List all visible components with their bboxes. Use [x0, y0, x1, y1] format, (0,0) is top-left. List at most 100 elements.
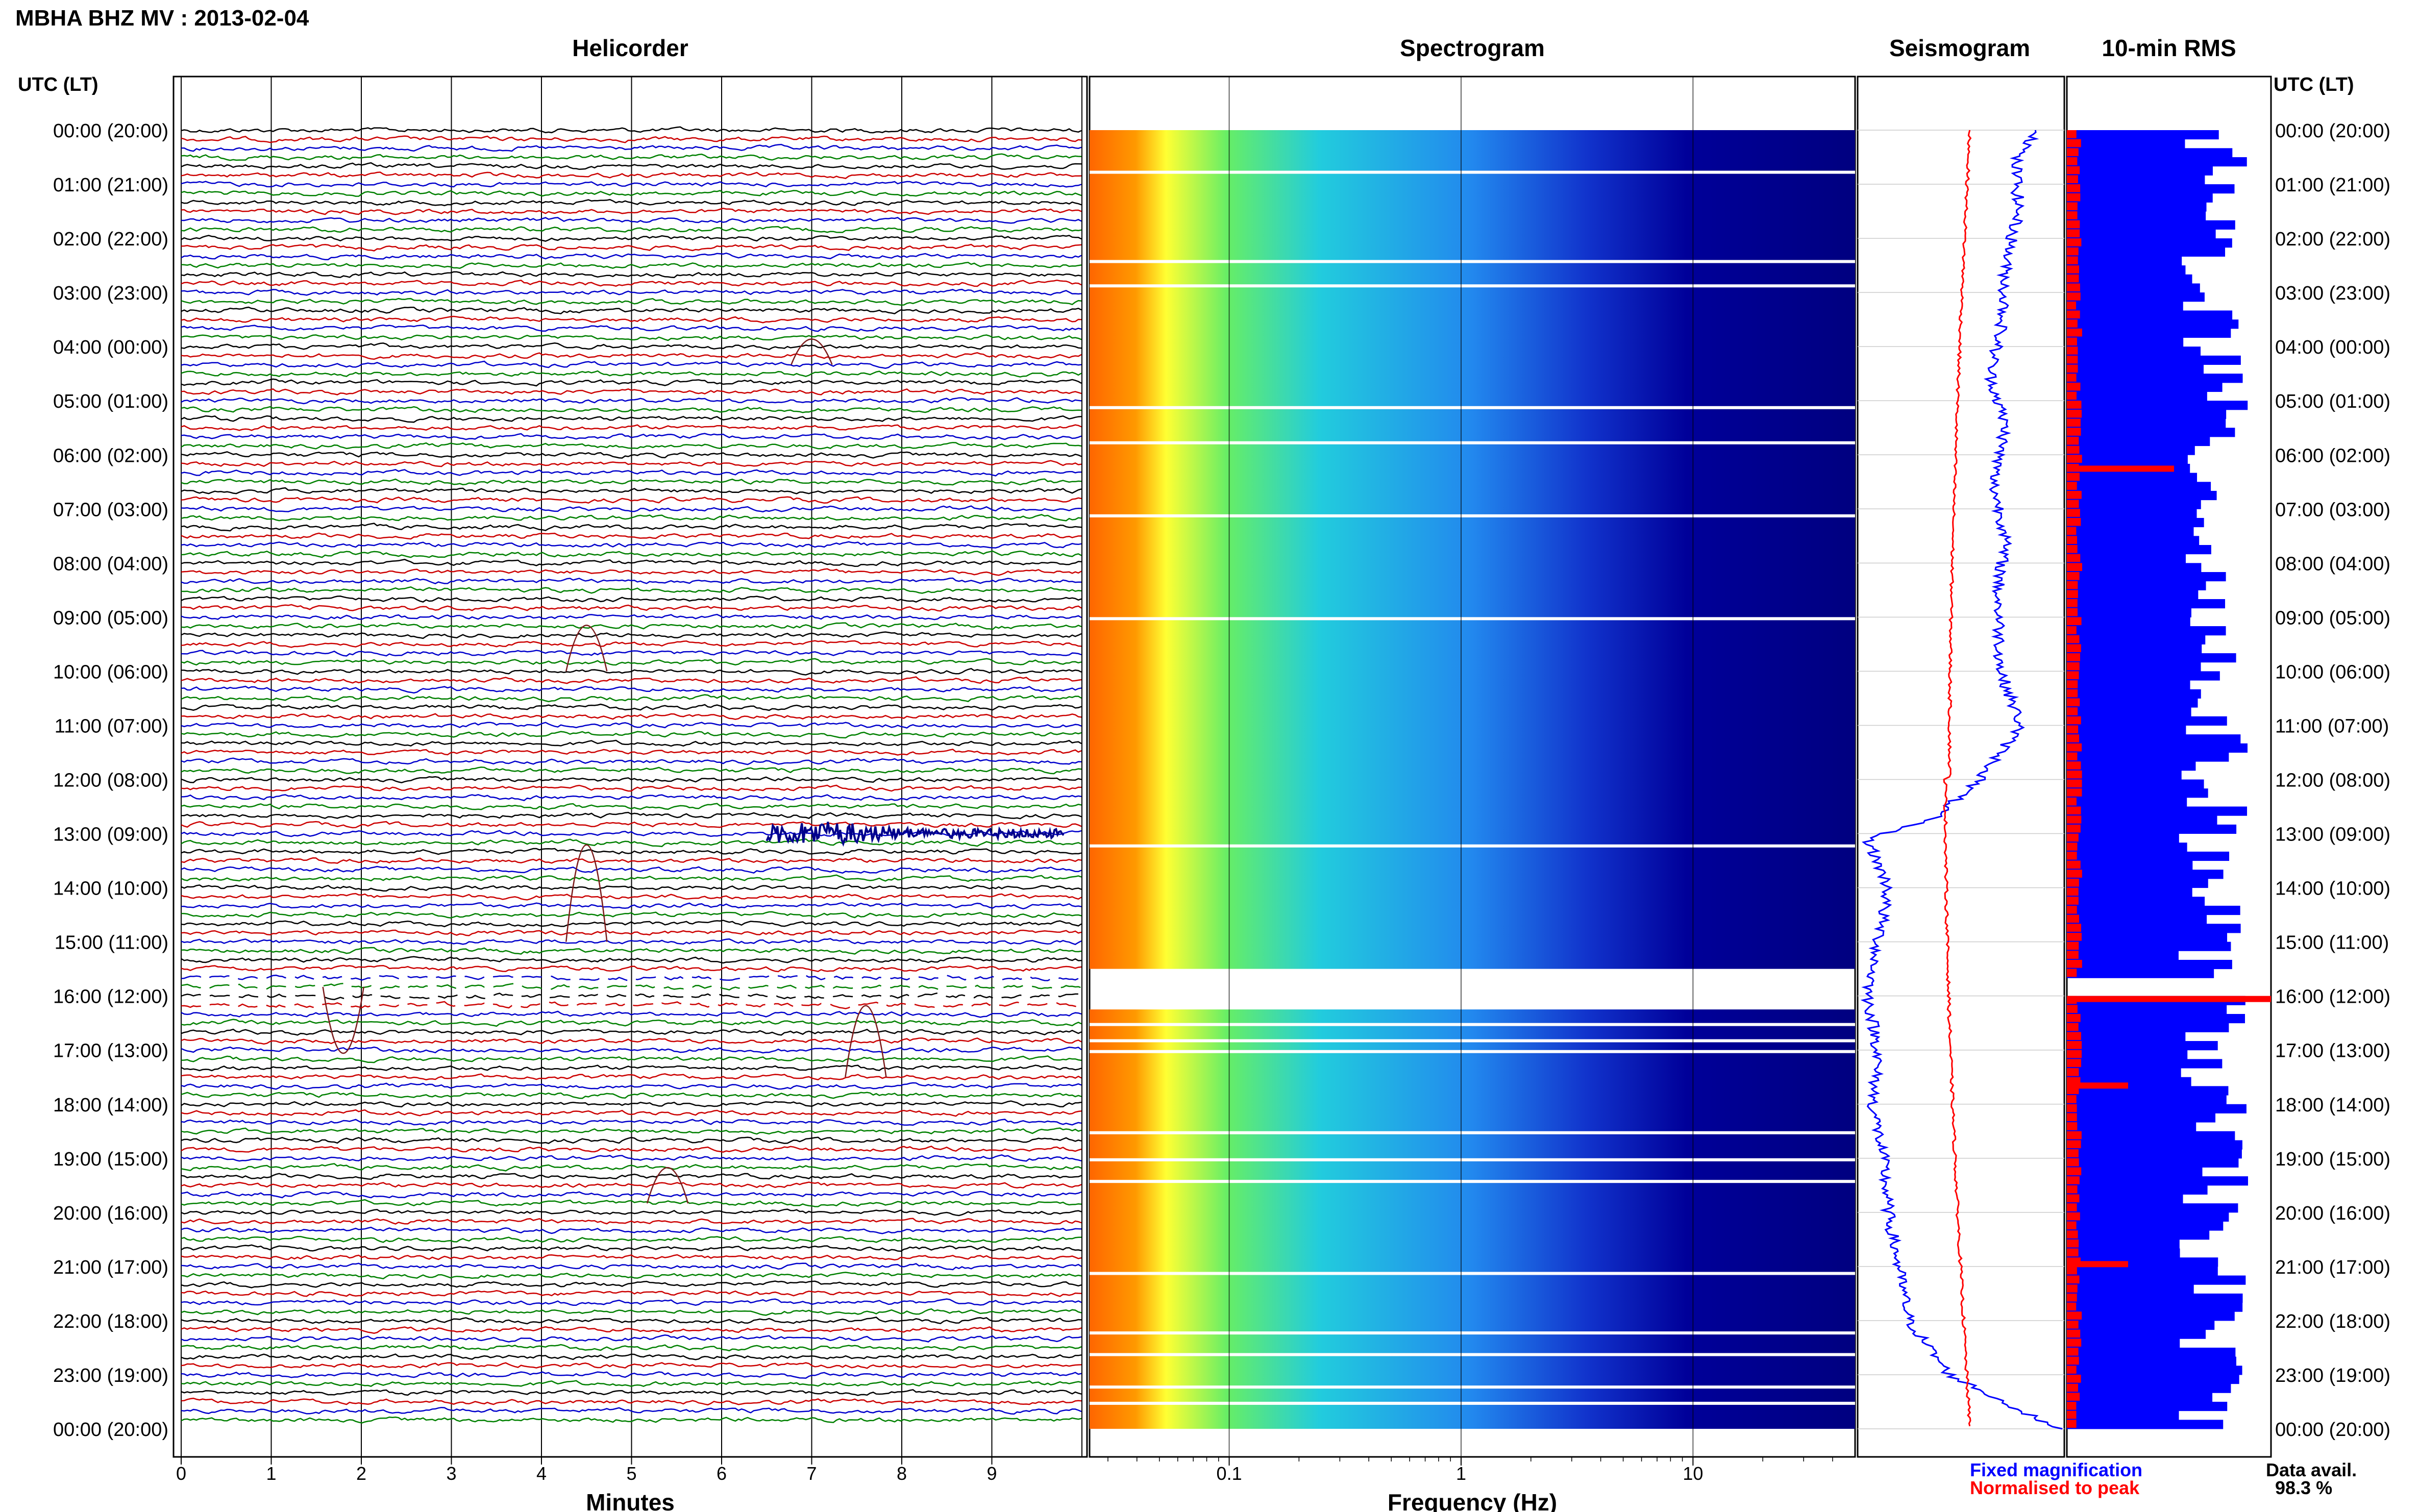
- rms-normalised-bar: [2067, 256, 2078, 265]
- helicorder-xtick-label: 5: [626, 1463, 636, 1484]
- helicorder-trace: [181, 1371, 1082, 1379]
- rms-normalised-bar: [2067, 878, 2079, 887]
- rms-bar: [2067, 924, 2241, 933]
- rms-normalised-bar: [2067, 1050, 2082, 1058]
- rms-normalised-bar: [2067, 229, 2080, 238]
- helicorder-trace: [181, 1100, 1082, 1108]
- rms-bar: [2067, 1095, 2227, 1105]
- rms-normalised-bar: [2067, 220, 2080, 229]
- rms-bar: [2067, 608, 2191, 617]
- time-label-left: 09:00 (05:00): [53, 607, 168, 629]
- rms-normalised-bar: [2067, 364, 2078, 373]
- rms-bar: [2067, 1194, 2183, 1204]
- helicorder-trace: [181, 982, 1082, 991]
- rms-normalised-bar: [2067, 851, 2077, 860]
- rms-normalised-bar: [2067, 563, 2082, 572]
- rms-normalised-bar: [2067, 1176, 2080, 1184]
- data-avail-value: 98.3 %: [2275, 1477, 2332, 1498]
- rms-bar: [2067, 1104, 2247, 1113]
- time-label-right: 09:00 (05:00): [2275, 607, 2390, 629]
- time-label-right: 05:00 (01:00): [2275, 391, 2390, 412]
- rms-bar: [2067, 779, 2204, 789]
- helicorder-trace: [181, 749, 1082, 756]
- helicorder-trace: [181, 1073, 1082, 1081]
- rms-normalised-bar: [2067, 292, 2081, 301]
- helicorder-trace: [181, 694, 1082, 703]
- helicorder-trace: [181, 298, 1082, 306]
- rms-bar: [2067, 527, 2194, 536]
- rms-normalised-bar: [2067, 698, 2080, 707]
- spectrogram-block: [1090, 130, 1855, 969]
- helicorder-trace: [181, 208, 1082, 215]
- helicorder-event-burst: [766, 822, 1065, 847]
- time-label-right: 15:00 (11:00): [2275, 932, 2389, 954]
- time-label-left: 14:00 (10:00): [53, 878, 168, 900]
- rms-bar: [2067, 797, 2187, 807]
- rms-normalised-bar: [2067, 536, 2078, 544]
- rms-normalised-bar: [2067, 374, 2077, 382]
- rms-normalised-bar: [2067, 716, 2081, 725]
- rms-bar: [2067, 1122, 2196, 1132]
- rms-normalised-bar: [2067, 1212, 2080, 1221]
- helicorder-trace: [181, 199, 1082, 207]
- rms-bar: [2067, 932, 2228, 943]
- rms-bar: [2067, 788, 2208, 798]
- rms-normalised-bar: [2067, 202, 2078, 211]
- rms-bar: [2067, 1014, 2245, 1024]
- rms-bar: [2067, 1032, 2186, 1042]
- rms-normalised-bar: [2067, 391, 2077, 400]
- helicorder-trace: [181, 1380, 1082, 1387]
- time-label-left: 12:00 (08:00): [53, 770, 168, 791]
- rms-bar: [2067, 148, 2233, 158]
- helicorder-trace: [181, 388, 1082, 395]
- rms-normalised-bar: [2067, 328, 2082, 337]
- rms-normalised-bar: [2067, 941, 2079, 950]
- time-label-left: 08:00 (04:00): [53, 553, 168, 575]
- helicorder-trace: [181, 1082, 1082, 1090]
- time-label-left: 15:00 (11:00): [55, 932, 168, 954]
- helicorder-trace: [181, 938, 1082, 946]
- time-label-left: 11:00 (07:00): [55, 715, 168, 737]
- rms-bar: [2067, 590, 2199, 600]
- helicorder-trace: [181, 1163, 1082, 1172]
- rms-normalised-bar: [2067, 1131, 2082, 1139]
- rms-normalised-bar: [2067, 509, 2080, 517]
- helicorder-trace: [181, 262, 1082, 269]
- spectrogram-gap: [1090, 1385, 1855, 1389]
- rms-bar: [2067, 1401, 2228, 1411]
- rms-normalised-bar: [2067, 626, 2077, 634]
- rms-normalised-bar: [2067, 635, 2080, 643]
- helicorder-trace: [181, 848, 1082, 855]
- helicorder-trace: [181, 884, 1082, 892]
- rms-normalised-bar: [2067, 157, 2078, 165]
- helicorder-trace: [181, 1136, 1082, 1144]
- rms-normalised-bar: [2067, 1185, 2078, 1194]
- helicorder-trace: [181, 1064, 1082, 1072]
- helicorder-trace: [181, 794, 1082, 801]
- rms-bar: [2067, 1374, 2239, 1384]
- helicorder-trace: [181, 956, 1082, 964]
- spectrogram-gap: [1090, 1158, 1855, 1161]
- rms-normalised-bar: [2067, 1275, 2080, 1284]
- helicorder-trace: [181, 722, 1082, 729]
- rms-normalised-bar: [2067, 905, 2077, 914]
- rms-bar: [2067, 473, 2198, 482]
- helicorder-frame: [172, 76, 1088, 1458]
- time-label-left: 01:00 (21:00): [53, 175, 168, 196]
- rms-bar: [2067, 544, 2211, 555]
- helicorder-trace: [181, 541, 1082, 549]
- rms-bar: [2067, 851, 2230, 861]
- rms-bar: [2067, 897, 2205, 906]
- rms-bar: [2067, 743, 2248, 753]
- rms-bar: [2067, 319, 2239, 329]
- rms-bar: [2067, 725, 2186, 735]
- rms-bar: [2067, 1410, 2179, 1420]
- helicorder-trace: [181, 1334, 1082, 1343]
- rms-normalised-bar: [2067, 355, 2078, 364]
- rms-normalised-bar: [2067, 924, 2081, 932]
- rms-bar: [2067, 752, 2229, 762]
- time-label-left: 05:00 (01:00): [53, 391, 168, 412]
- rms-bar: [2067, 1248, 2180, 1258]
- rms-bar: [2067, 1239, 2180, 1249]
- helicorder-trace: [181, 1218, 1082, 1225]
